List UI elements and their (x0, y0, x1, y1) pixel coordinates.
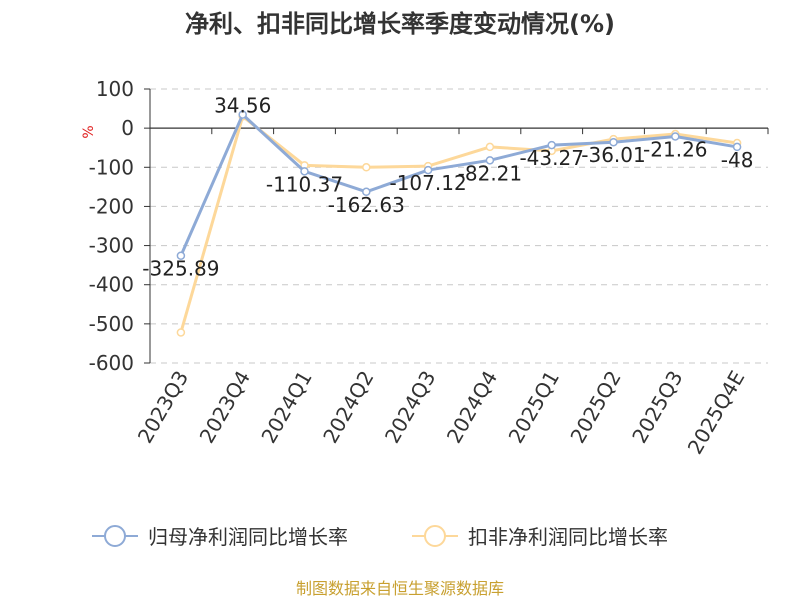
data-labels: -325.8934.56-110.37-162.63-107.12-82.21-… (142, 94, 753, 281)
legend: 归母净利润同比增长率 扣非净利润同比增长率 (92, 525, 668, 549)
y-axis-unit: % (81, 125, 97, 138)
data-label: -43.27 (519, 146, 583, 170)
series-point-0 (609, 137, 618, 147)
y-tick-label: 100 (96, 77, 134, 101)
y-tick-label: -200 (89, 194, 134, 218)
x-tick-label: 2023Q3 (133, 367, 193, 448)
series-point-0 (547, 140, 556, 150)
series-point-0 (732, 142, 742, 152)
data-label: -82.21 (458, 161, 522, 185)
series-point-0 (671, 132, 680, 141)
x-tick-label: 2025Q2 (565, 367, 625, 448)
data-label: -21.26 (643, 137, 707, 161)
x-tick-label: 2024Q4 (442, 367, 502, 448)
x-tick-label: 2024Q1 (256, 367, 316, 448)
y-tick-label: -300 (89, 234, 134, 258)
axes (144, 88, 769, 364)
series-point-1 (485, 142, 495, 152)
series-point-0 (485, 156, 495, 165)
x-tick-labels: 2023Q3 2023Q4 2024Q1 2024Q2 2024Q3 2024Q4 2025… (133, 366, 750, 458)
y-tick-labels: 100 0 -100 -200 -300 -400 -500 -600 (89, 77, 134, 375)
data-label: -110.37 (266, 172, 343, 196)
y-tick-label: -400 (89, 273, 134, 297)
series-point-1 (176, 328, 186, 337)
chart-title: 净利、扣非同比增长率季度变动情况(%) (185, 10, 615, 38)
legend-label-1: 扣非净利润同比增长率 (468, 525, 668, 549)
x-tick-label: 2024Q2 (318, 367, 378, 448)
data-label: -162.63 (328, 193, 405, 217)
grid-lines (150, 88, 768, 364)
source-note: 制图数据来自恒生聚源数据库 (296, 579, 504, 598)
y-tick-label: -100 (89, 155, 134, 179)
data-label: -325.89 (142, 257, 219, 281)
y-tick-label: 0 (121, 116, 134, 140)
series-point-0 (238, 110, 247, 119)
series-line-0 (179, 113, 738, 257)
data-label: 34.56 (214, 94, 271, 118)
data-label: -36.01 (581, 143, 645, 167)
data-label: -48 (721, 148, 754, 172)
x-tick-label: 2024Q3 (380, 366, 440, 447)
series-point-0 (362, 187, 371, 197)
series-group (176, 110, 742, 337)
series-point-0 (423, 165, 433, 175)
series-point-0 (300, 167, 309, 176)
legend-swatch-marker-0 (104, 525, 126, 547)
y-tick-label: -600 (89, 351, 134, 375)
series-line-1 (179, 114, 738, 333)
y-tick-label: -500 (89, 312, 134, 336)
series-point-1 (362, 163, 371, 172)
x-tick-label: 2025Q3 (627, 367, 687, 448)
legend-swatch-marker-1 (424, 525, 446, 547)
x-tick-label: 2025Q4E (683, 367, 750, 459)
series-point-0 (176, 251, 186, 260)
x-tick-label: 2023Q4 (195, 367, 255, 448)
data-label: -107.12 (389, 171, 466, 195)
x-tick-label: 2025Q1 (504, 367, 564, 448)
legend-label-0: 归母净利润同比增长率 (148, 525, 348, 549)
